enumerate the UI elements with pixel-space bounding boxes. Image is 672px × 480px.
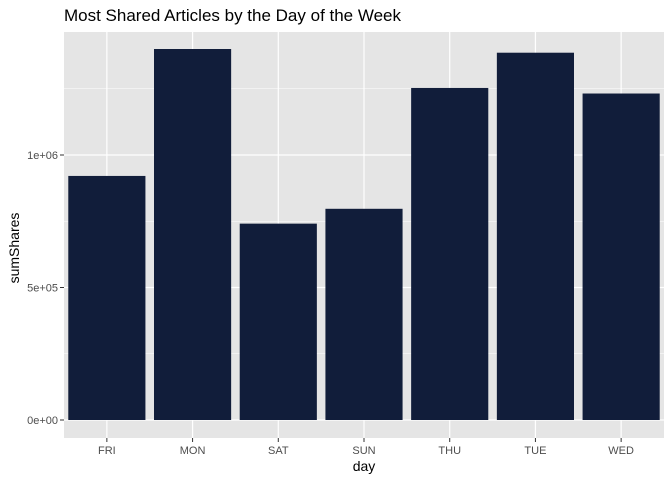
x-axis-title: day	[353, 458, 376, 474]
y-tick-label: 1e+06	[27, 150, 58, 162]
y-tick-label: 5e+05	[27, 283, 58, 295]
y-tick-label: 0e+00	[27, 415, 58, 427]
x-tick-label: TUE	[524, 445, 546, 457]
x-tick-label: WED	[608, 445, 634, 457]
bar-mon	[154, 49, 232, 420]
x-tick-label: FRI	[98, 445, 116, 457]
chart-title: Most Shared Articles by the Day of the W…	[64, 6, 402, 25]
y-axis: 0e+00 5e+05 1e+06	[27, 150, 64, 427]
bar-tue	[496, 52, 574, 421]
x-axis: FRI MON SAT SUN THU TUE WED	[98, 438, 634, 457]
x-tick-label: SUN	[352, 445, 375, 457]
x-tick-label: THU	[438, 445, 461, 457]
y-axis-title: sumShares	[6, 213, 22, 284]
bar-sat	[239, 223, 317, 420]
x-tick-label: SAT	[268, 445, 289, 457]
bar-sun	[325, 208, 403, 420]
bar-fri	[68, 175, 146, 420]
bar-thu	[411, 87, 489, 420]
bars	[68, 49, 660, 421]
x-tick-label: MON	[180, 445, 206, 457]
bar-wed	[582, 93, 660, 421]
